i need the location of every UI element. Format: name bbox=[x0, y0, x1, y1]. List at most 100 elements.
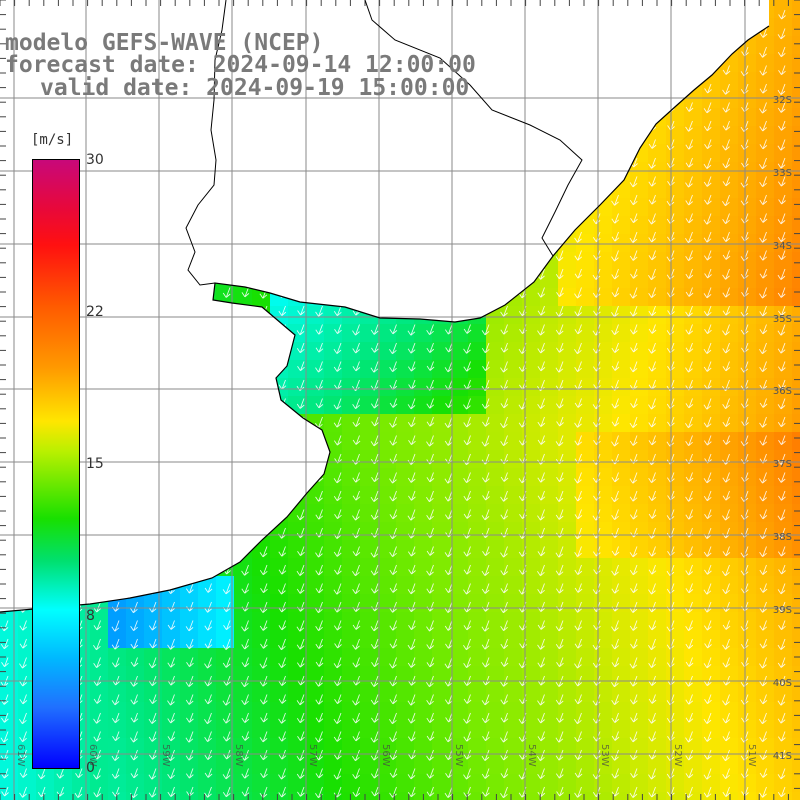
wind-arrow bbox=[204, 731, 212, 743]
speed-cell bbox=[306, 396, 324, 414]
speed-cell bbox=[252, 522, 270, 540]
speed-cell bbox=[666, 720, 684, 738]
wind-arrow bbox=[611, 268, 619, 280]
wind-arrow bbox=[463, 324, 472, 334]
speed-cell bbox=[630, 54, 648, 72]
wind-arrow bbox=[426, 694, 434, 706]
speed-cell bbox=[450, 738, 468, 756]
wind-arrow bbox=[204, 176, 212, 188]
wind-arrow bbox=[648, 102, 656, 114]
speed-cell bbox=[756, 540, 774, 558]
speed-cell bbox=[252, 774, 270, 792]
wind-arrow bbox=[389, 342, 397, 355]
wind-arrow bbox=[389, 638, 398, 649]
speed-cell bbox=[126, 378, 144, 396]
wind-arrow bbox=[371, 231, 379, 242]
speed-cell bbox=[108, 108, 126, 126]
speed-cell bbox=[288, 774, 306, 792]
wind-arrow bbox=[222, 398, 231, 410]
wind-arrow bbox=[222, 509, 231, 521]
speed-cell bbox=[630, 720, 648, 738]
wind-arrow bbox=[648, 139, 657, 149]
speed-cell bbox=[774, 540, 792, 558]
speed-cell bbox=[360, 378, 378, 396]
speed-cell bbox=[414, 306, 432, 324]
wind-arrow bbox=[500, 749, 508, 761]
speed-cell bbox=[558, 720, 576, 738]
wind-arrow bbox=[370, 731, 379, 743]
speed-cell bbox=[234, 306, 252, 324]
wind-arrow bbox=[481, 472, 490, 483]
wind-arrow bbox=[167, 287, 176, 298]
speed-cell bbox=[360, 252, 378, 270]
speed-cell bbox=[792, 324, 800, 342]
speed-cell bbox=[504, 756, 522, 774]
speed-cell bbox=[108, 306, 126, 324]
wind-arrow bbox=[185, 731, 194, 743]
speed-cell bbox=[540, 684, 558, 702]
latitude-label: 33S bbox=[773, 168, 792, 179]
wind-arrow bbox=[371, 342, 379, 353]
speed-cell bbox=[198, 612, 216, 630]
wind-arrow bbox=[241, 324, 249, 336]
speed-cell bbox=[486, 396, 504, 414]
wind-arrow bbox=[537, 83, 545, 95]
speed-cell bbox=[450, 450, 468, 468]
wind-arrow bbox=[408, 250, 416, 261]
speed-cell bbox=[792, 522, 800, 540]
wind-arrow bbox=[259, 231, 268, 243]
wind-arrow bbox=[685, 46, 693, 59]
speed-cell bbox=[126, 342, 144, 360]
wind-arrow bbox=[259, 435, 268, 446]
speed-cell bbox=[504, 18, 522, 36]
wind-arrow bbox=[537, 657, 546, 668]
wind-arrow bbox=[703, 213, 712, 225]
speed-cell bbox=[342, 630, 360, 648]
speed-cell bbox=[0, 432, 18, 450]
wind-arrow bbox=[19, 268, 28, 279]
wind-arrow bbox=[19, 157, 27, 170]
speed-cell bbox=[792, 576, 800, 594]
wind-arrow bbox=[111, 398, 120, 409]
speed-cell bbox=[180, 486, 198, 504]
wind-arrow bbox=[444, 472, 453, 484]
wind-arrow bbox=[222, 453, 231, 465]
wind-arrow bbox=[537, 157, 545, 169]
speed-cell bbox=[648, 126, 666, 144]
longitude-label: 58W bbox=[233, 744, 244, 767]
speed-cell bbox=[126, 450, 144, 468]
wind-arrow bbox=[778, 250, 786, 261]
speed-cell bbox=[144, 666, 162, 684]
speed-cell bbox=[432, 360, 450, 378]
wind-arrow bbox=[426, 564, 434, 576]
speed-cell bbox=[738, 702, 756, 720]
speed-cell bbox=[162, 180, 180, 198]
wind-arrow bbox=[426, 786, 435, 797]
speed-cell bbox=[612, 774, 630, 792]
wind-arrow bbox=[704, 194, 712, 205]
speed-cell bbox=[576, 540, 594, 558]
wind-arrow bbox=[296, 657, 305, 668]
speed-cell bbox=[252, 0, 270, 18]
speed-cell bbox=[396, 126, 414, 144]
wind-arrow bbox=[38, 9, 46, 20]
longitude-label: 52W bbox=[672, 744, 683, 767]
wind-arrow bbox=[629, 472, 638, 484]
wind-arrow bbox=[204, 564, 213, 575]
speed-cell bbox=[792, 504, 800, 522]
speed-cell bbox=[126, 738, 144, 756]
wind-arrow bbox=[278, 712, 286, 724]
speed-cell bbox=[774, 774, 792, 792]
wind-arrow bbox=[389, 287, 397, 299]
wind-arrow bbox=[370, 250, 379, 262]
speed-cell bbox=[648, 702, 666, 720]
wind-arrow bbox=[778, 9, 786, 20]
wind-arrow bbox=[537, 620, 546, 630]
wind-arrow bbox=[629, 324, 638, 335]
speed-cell bbox=[396, 324, 414, 342]
speed-cell bbox=[270, 684, 288, 702]
speed-cell bbox=[378, 792, 396, 800]
wind-arrow bbox=[296, 213, 305, 224]
speed-cell bbox=[396, 648, 414, 666]
speed-cell bbox=[648, 36, 666, 54]
